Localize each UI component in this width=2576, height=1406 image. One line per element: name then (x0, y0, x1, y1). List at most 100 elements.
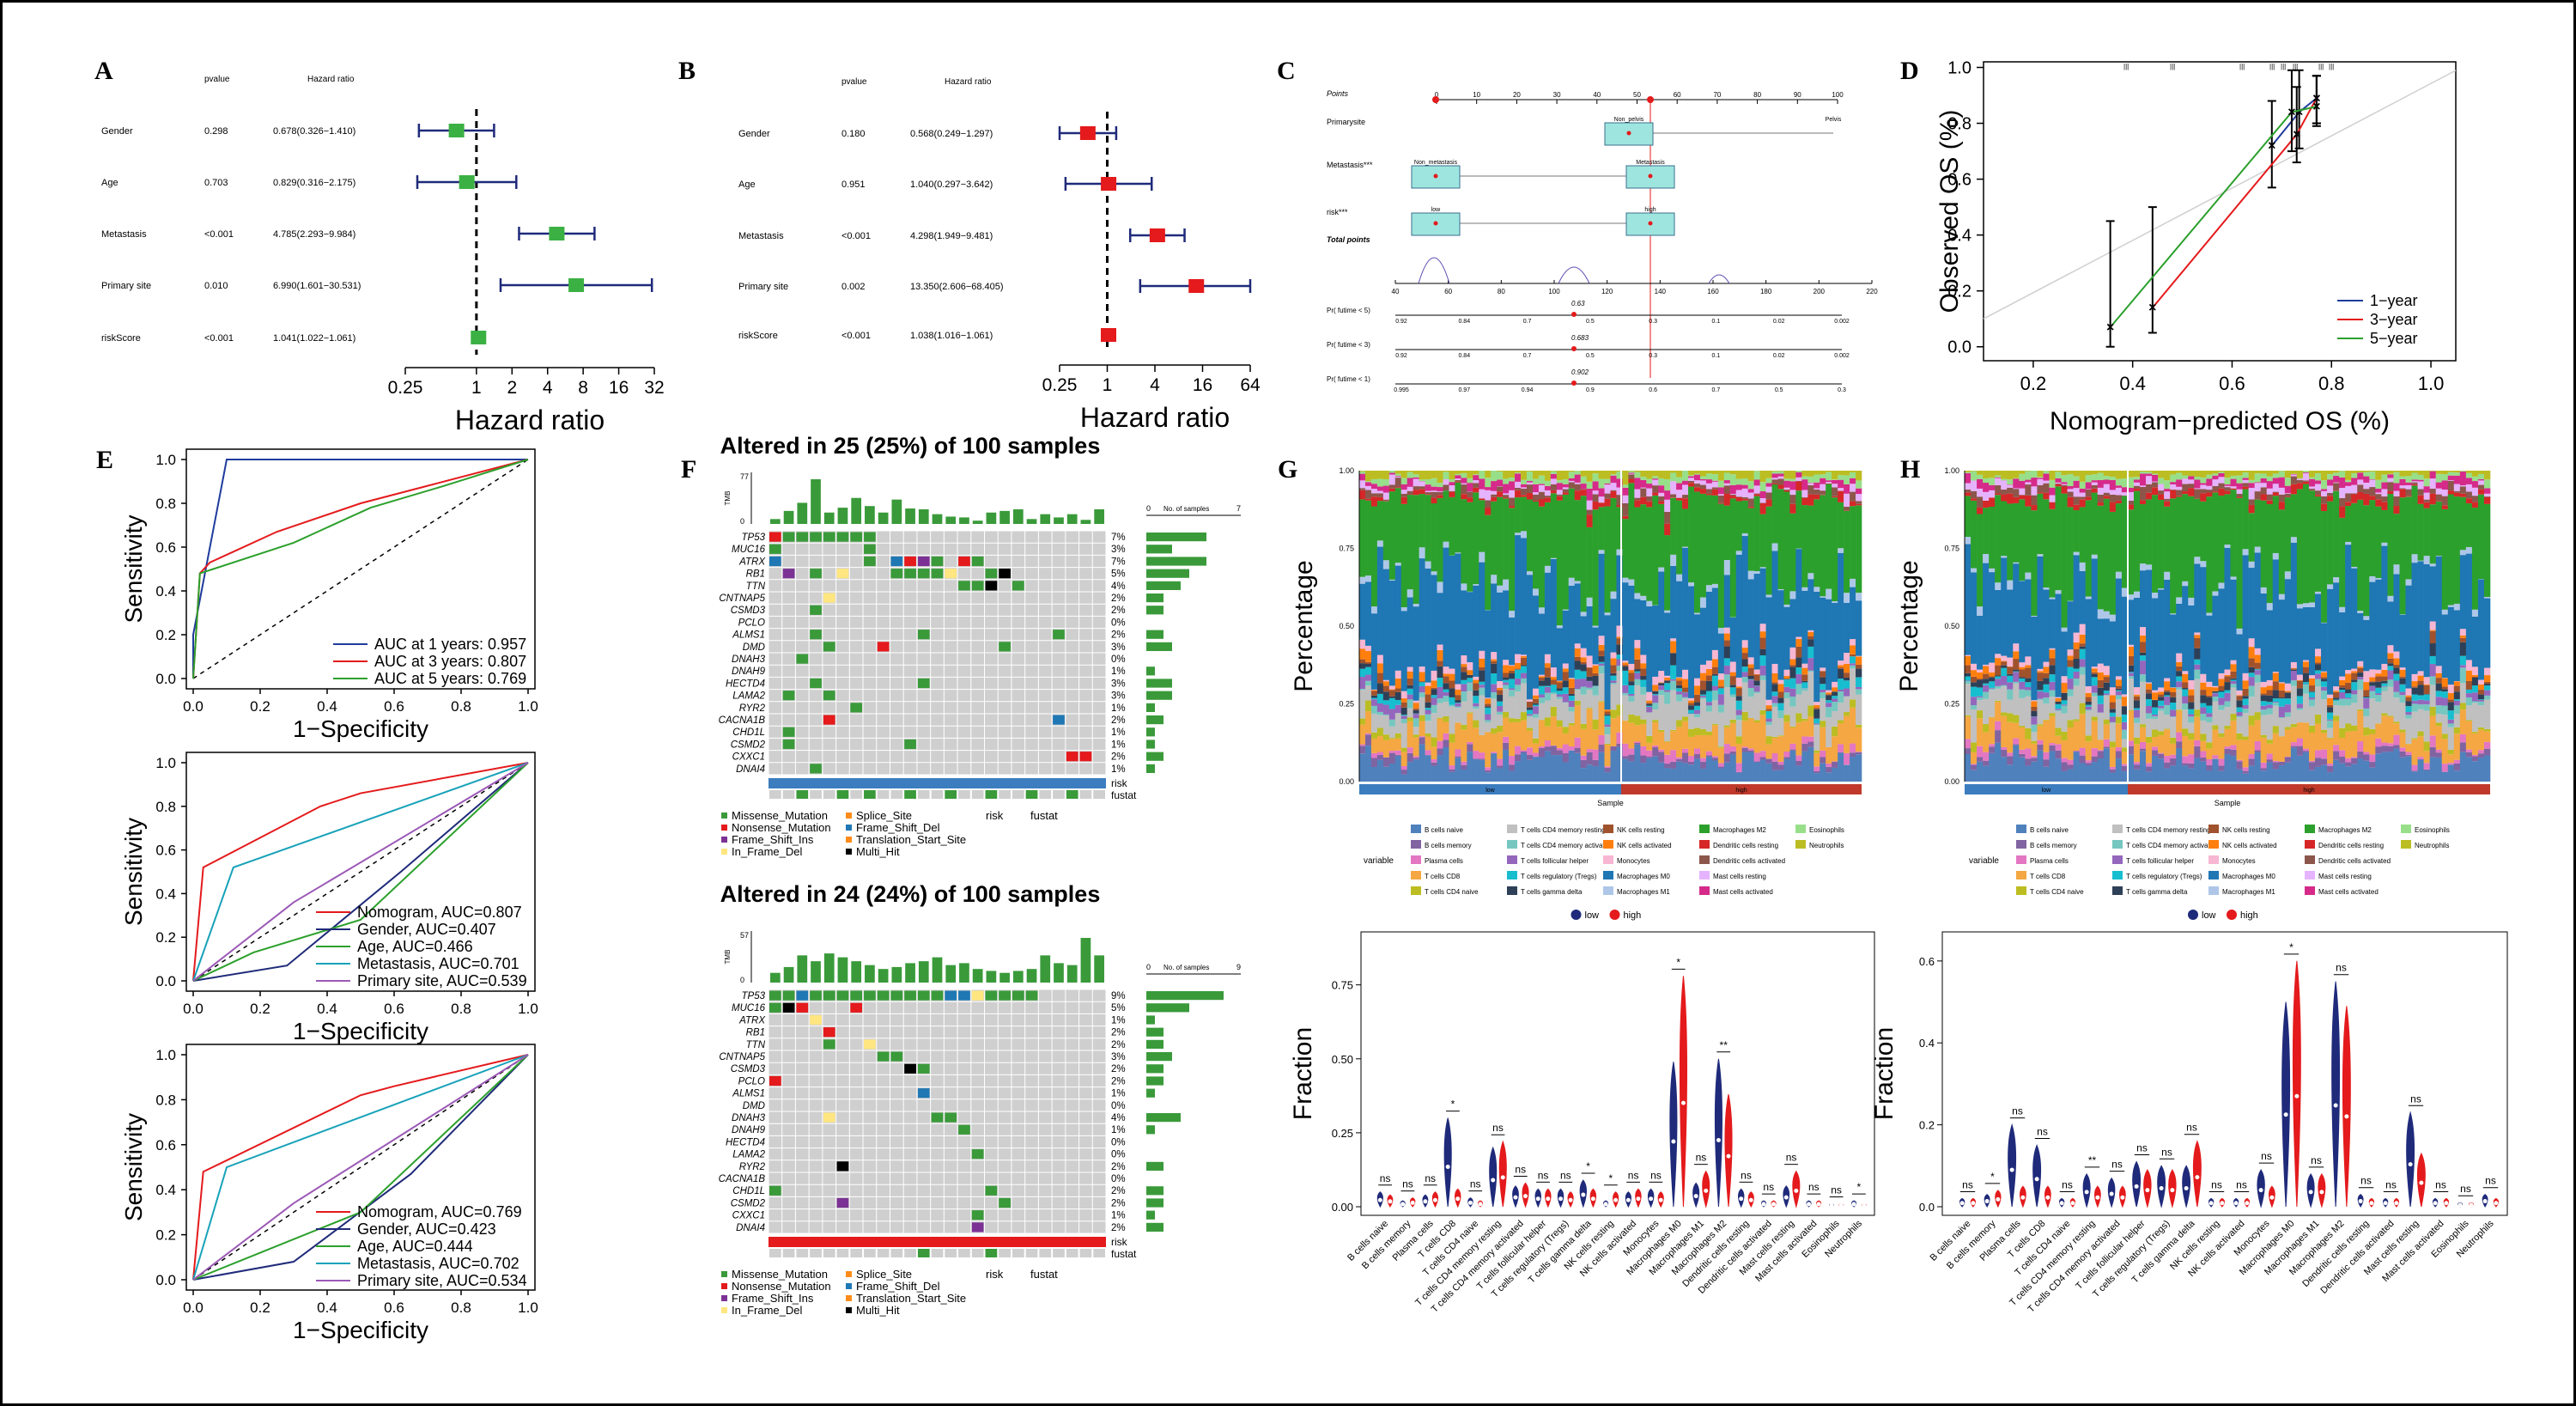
stack-segment (2176, 486, 2183, 490)
stack-segment (1431, 687, 1437, 690)
stack-segment (1995, 654, 2002, 659)
stack-segment (2266, 704, 2274, 709)
stack-segment (2333, 715, 2340, 721)
stack-segment (2411, 694, 2418, 701)
stack-segment (1646, 756, 1653, 758)
stack-segment (1556, 691, 1564, 695)
stack-segment (2152, 729, 2159, 737)
stack-segment (2327, 765, 2334, 773)
stack-segment (2091, 492, 2099, 555)
median-point (2034, 1177, 2039, 1182)
stack-segment (1382, 569, 1390, 680)
legend-swatch (2016, 871, 2026, 880)
stack-segment (1729, 754, 1737, 782)
stack-segment (1437, 487, 1443, 492)
stack-segment (1370, 758, 1378, 767)
group-legend-low (2188, 910, 2198, 920)
gene-label: CSMD2 (731, 1198, 766, 1208)
stack-segment (1783, 471, 1790, 479)
stack-segment (2308, 489, 2316, 490)
median-point (1491, 1178, 1496, 1183)
stack-segment (2158, 735, 2165, 753)
stack-segment (1370, 705, 1378, 714)
stack-segment (2315, 766, 2322, 782)
mutation-cell (945, 569, 957, 579)
stack-segment (2278, 509, 2286, 594)
stack-segment (1527, 727, 1534, 731)
panel-letter-D: D (1900, 57, 1919, 85)
stack-segment (2013, 683, 2020, 715)
stack-segment (1765, 471, 1772, 478)
stack-segment (2351, 679, 2358, 683)
stack-segment (1735, 490, 1743, 497)
fustat-cell (945, 790, 957, 799)
stack-segment (1568, 693, 1576, 697)
stack-segment (2230, 576, 2237, 580)
stack-segment (1694, 474, 1701, 481)
tmb-max-label: 57 (740, 931, 749, 940)
stack-segment (2025, 758, 2032, 766)
stack-segment (1965, 537, 1971, 545)
total-tick-label: 120 (1601, 288, 1613, 295)
stack-segment (2339, 692, 2346, 699)
hr-header: Hazard ratio (945, 77, 992, 87)
legend-swatch (2016, 840, 2026, 849)
stack-segment (2037, 493, 2044, 555)
stack-segment (1759, 665, 1766, 676)
stack-segment (1467, 592, 1473, 663)
points-tick-label: 80 (1753, 91, 1761, 99)
stack-segment (1983, 483, 1990, 492)
median-point (1581, 1192, 1586, 1197)
stack-segment (1437, 483, 1443, 488)
stack-segment (1503, 497, 1510, 499)
stack-segment (2417, 731, 2424, 737)
stack-segment (2248, 697, 2255, 716)
stack-segment (1735, 496, 1743, 502)
stack-segment (1735, 686, 1743, 689)
stack-segment (2339, 612, 2346, 677)
stack-segment (1568, 700, 1576, 708)
stack-segment (2453, 727, 2461, 734)
stack-segment (1509, 471, 1516, 478)
stack-segment (1771, 753, 1778, 762)
stack-segment (1413, 495, 1419, 605)
stack-segment (1431, 503, 1437, 572)
stack-segment (2152, 487, 2159, 496)
stack-segment (2073, 480, 2080, 489)
gene-pct: 2% (1111, 715, 1126, 726)
stack-segment (2278, 600, 2286, 683)
stack-segment (2061, 486, 2068, 494)
level-point (1648, 173, 1653, 179)
stack-segment (1359, 746, 1366, 754)
stack-segment (1640, 746, 1647, 756)
legend-swatch (846, 1307, 852, 1313)
stack-segment (2321, 691, 2328, 700)
stack-segment (2441, 739, 2449, 764)
stack-segment (1419, 494, 1425, 548)
stack-segment (1729, 685, 1737, 688)
stack-segment (2031, 478, 2038, 487)
median-point (1478, 1202, 1483, 1207)
stack-segment (2266, 488, 2274, 495)
mutation-cell (877, 642, 890, 652)
stack-segment (1977, 496, 1984, 508)
hr-marker (448, 124, 465, 137)
stack-segment (2453, 484, 2461, 491)
stack-segment (2272, 702, 2280, 703)
samples-max-label: 9 (1236, 963, 1241, 971)
stack-segment (1850, 501, 1856, 507)
fustat-cell (1012, 790, 1024, 799)
stack-segment (2272, 471, 2280, 474)
stack-segment (2103, 748, 2111, 782)
sig-label: ns (1492, 1122, 1504, 1134)
stack-segment (1538, 694, 1546, 698)
stack-segment (1995, 730, 2002, 743)
stack-segment (1388, 484, 1396, 489)
hr-marker (1188, 279, 1205, 293)
stack-segment (1771, 479, 1778, 484)
stack-segment (2158, 687, 2165, 692)
gene-pct: 3% (1111, 642, 1126, 653)
stack-segment (2339, 705, 2346, 728)
stack-segment (1789, 471, 1796, 479)
stack-segment (1711, 685, 1719, 691)
